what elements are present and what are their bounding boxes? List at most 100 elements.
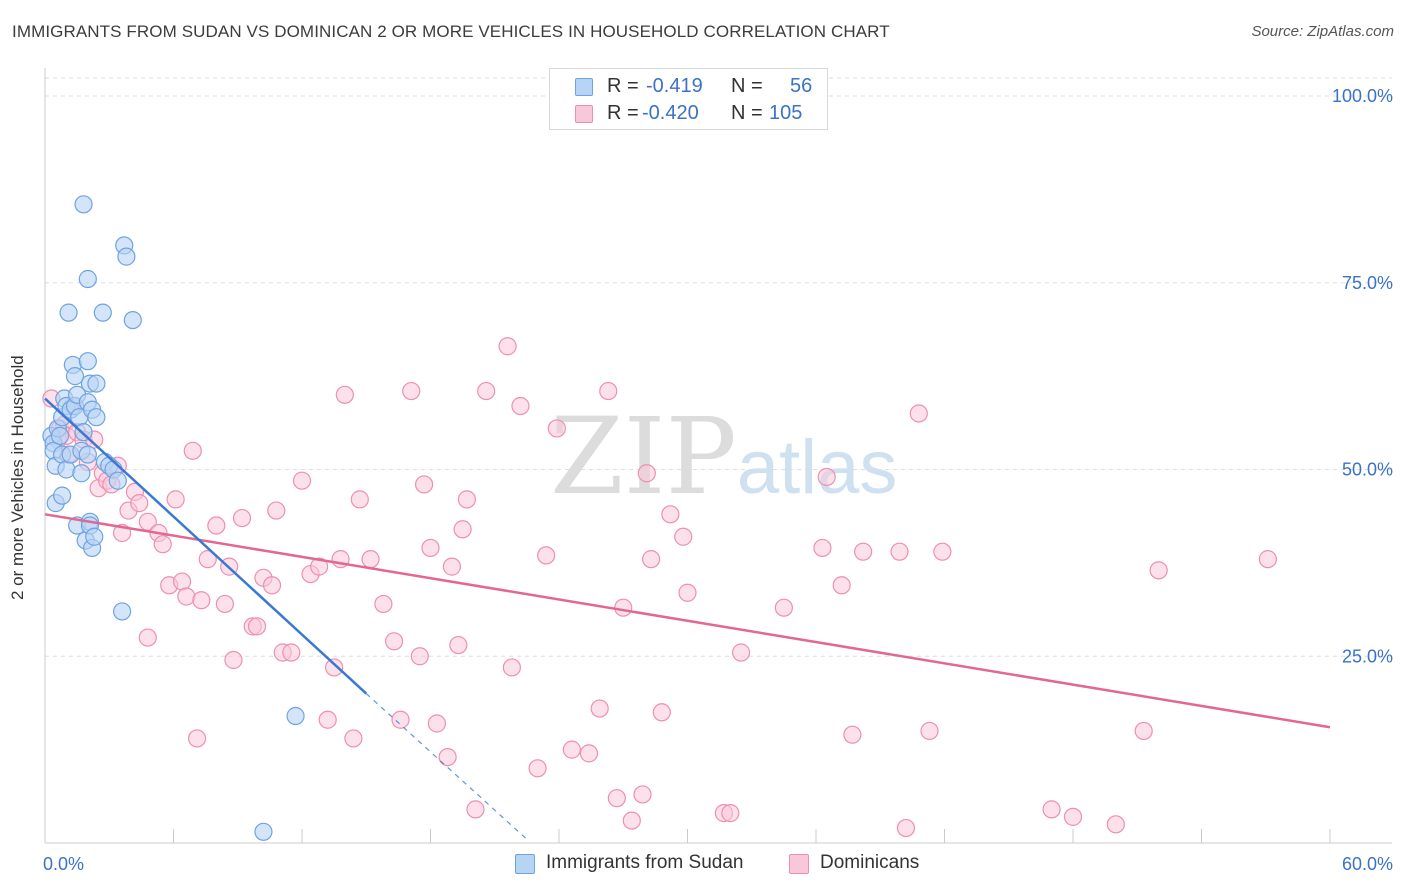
dominicans-point bbox=[1134, 721, 1153, 741]
dominicans-point bbox=[282, 643, 301, 662]
dominicans-point bbox=[166, 490, 185, 509]
y-tick-label: 50.0% bbox=[1342, 460, 1393, 480]
dominicans-point bbox=[183, 441, 202, 460]
dominicans-point bbox=[933, 542, 952, 561]
x-tick-label: 0.0% bbox=[43, 854, 84, 874]
sudan-point bbox=[123, 311, 142, 330]
dominicans-point bbox=[247, 617, 267, 636]
sudan-point bbox=[286, 706, 305, 726]
n-value: 56 bbox=[790, 75, 813, 97]
watermark: ZIPatlas bbox=[550, 395, 898, 518]
bottom-legend: Immigrants from Sudan Dominicans bbox=[0, 850, 1406, 880]
dominicans-point bbox=[774, 598, 793, 617]
dominicans-point bbox=[843, 725, 862, 744]
sudan-trendline-extension bbox=[365, 693, 528, 840]
dominicans-point bbox=[633, 785, 652, 804]
sudan-point bbox=[112, 602, 132, 621]
y-tick-label: 75.0% bbox=[1342, 273, 1393, 293]
dominicans-point bbox=[599, 381, 618, 401]
sudan-swatch bbox=[575, 78, 593, 96]
dominicans-point bbox=[267, 501, 286, 520]
r-label: R = bbox=[607, 75, 639, 97]
dominicans-point bbox=[854, 542, 873, 561]
dominicans-point bbox=[374, 594, 393, 614]
dominicans-point bbox=[813, 538, 832, 558]
dominicans-point bbox=[207, 516, 226, 535]
dominicans-point bbox=[637, 464, 656, 483]
stats-row-dominicans: R = -0.420 N = 105 bbox=[550, 101, 827, 127]
dominicans-point bbox=[130, 494, 149, 513]
dominicans-point bbox=[817, 467, 836, 487]
r-label: R = bbox=[607, 102, 639, 124]
dominicans-point bbox=[438, 747, 457, 767]
dominicans-point bbox=[449, 635, 468, 655]
source-label: Source: ZipAtlas.com bbox=[1251, 23, 1394, 40]
dominicans-point bbox=[579, 744, 599, 763]
dominicans-point bbox=[325, 658, 344, 677]
dominicans-point bbox=[832, 576, 851, 595]
dominicans-point bbox=[896, 818, 916, 838]
dominicans-swatch bbox=[575, 105, 593, 123]
dominicans-point bbox=[187, 729, 207, 748]
sudan-swatch bbox=[515, 854, 535, 874]
dominicans-point bbox=[1063, 807, 1083, 826]
dominicans-point bbox=[414, 475, 434, 494]
dominicans-point bbox=[453, 520, 472, 539]
dominicans-point bbox=[528, 759, 547, 778]
dominicans-point bbox=[909, 404, 928, 423]
dominicans-point bbox=[421, 538, 440, 558]
dominicans-point bbox=[427, 714, 447, 733]
sudan-point bbox=[254, 822, 273, 841]
dominicans-swatch bbox=[789, 854, 809, 874]
dominicans-point bbox=[292, 471, 312, 490]
dominicans-point bbox=[607, 789, 626, 808]
dominicans-point bbox=[1106, 815, 1125, 834]
sudan-point bbox=[74, 195, 93, 214]
dominicans-point bbox=[661, 505, 680, 524]
dominicans-point bbox=[641, 550, 661, 569]
dominicans-point bbox=[547, 419, 566, 438]
sudan-point bbox=[93, 303, 112, 322]
dominicans-point bbox=[590, 699, 609, 718]
sudan-point bbox=[108, 471, 127, 490]
n-value: 105 bbox=[769, 102, 803, 124]
dominicans-point bbox=[153, 535, 172, 554]
dominicans-point bbox=[652, 703, 671, 722]
sudan-trendline bbox=[44, 397, 368, 695]
legend-label: Dominicans bbox=[820, 852, 920, 873]
dominicans-point bbox=[502, 658, 521, 677]
dominicans-point bbox=[410, 647, 429, 666]
dominicans-point bbox=[335, 385, 354, 404]
dominicans-point bbox=[350, 490, 369, 509]
dominicans-point bbox=[674, 527, 693, 546]
dominicans-point bbox=[721, 804, 740, 823]
sudan-point bbox=[57, 460, 76, 479]
r-value: -0.419 bbox=[646, 75, 703, 97]
dominicans-point bbox=[477, 381, 496, 401]
dominicans-point bbox=[198, 550, 217, 569]
dominicans-point bbox=[177, 587, 196, 606]
sudan-point bbox=[50, 426, 70, 445]
dominicans-point bbox=[391, 710, 410, 729]
y-axis-label: 2 or more Vehicles in Household bbox=[8, 355, 27, 600]
dominicans-point bbox=[192, 591, 211, 610]
dominicans-point bbox=[1258, 550, 1277, 569]
dominicans-point bbox=[890, 542, 909, 561]
sudan-point bbox=[78, 269, 97, 289]
sudan-point bbox=[53, 486, 72, 505]
dominicans-point bbox=[384, 632, 404, 651]
sudan-point bbox=[65, 367, 85, 386]
r-value: -0.420 bbox=[642, 102, 699, 124]
dominicans-point bbox=[731, 643, 751, 662]
dominicans-point bbox=[232, 508, 252, 528]
dominicans-point bbox=[224, 650, 243, 670]
legend-label: Immigrants from Sudan bbox=[546, 852, 744, 873]
dominicans-point bbox=[614, 598, 633, 617]
dominicans-point bbox=[466, 800, 485, 819]
dominicans-point bbox=[457, 490, 477, 509]
stats-row-sudan: R = -0.419 N = 56 bbox=[550, 74, 827, 100]
x-tick-label: 60.0% bbox=[1342, 854, 1393, 874]
dominicans-point bbox=[1149, 561, 1168, 580]
dominicans-point bbox=[361, 550, 380, 569]
dominicans-point bbox=[537, 546, 556, 565]
